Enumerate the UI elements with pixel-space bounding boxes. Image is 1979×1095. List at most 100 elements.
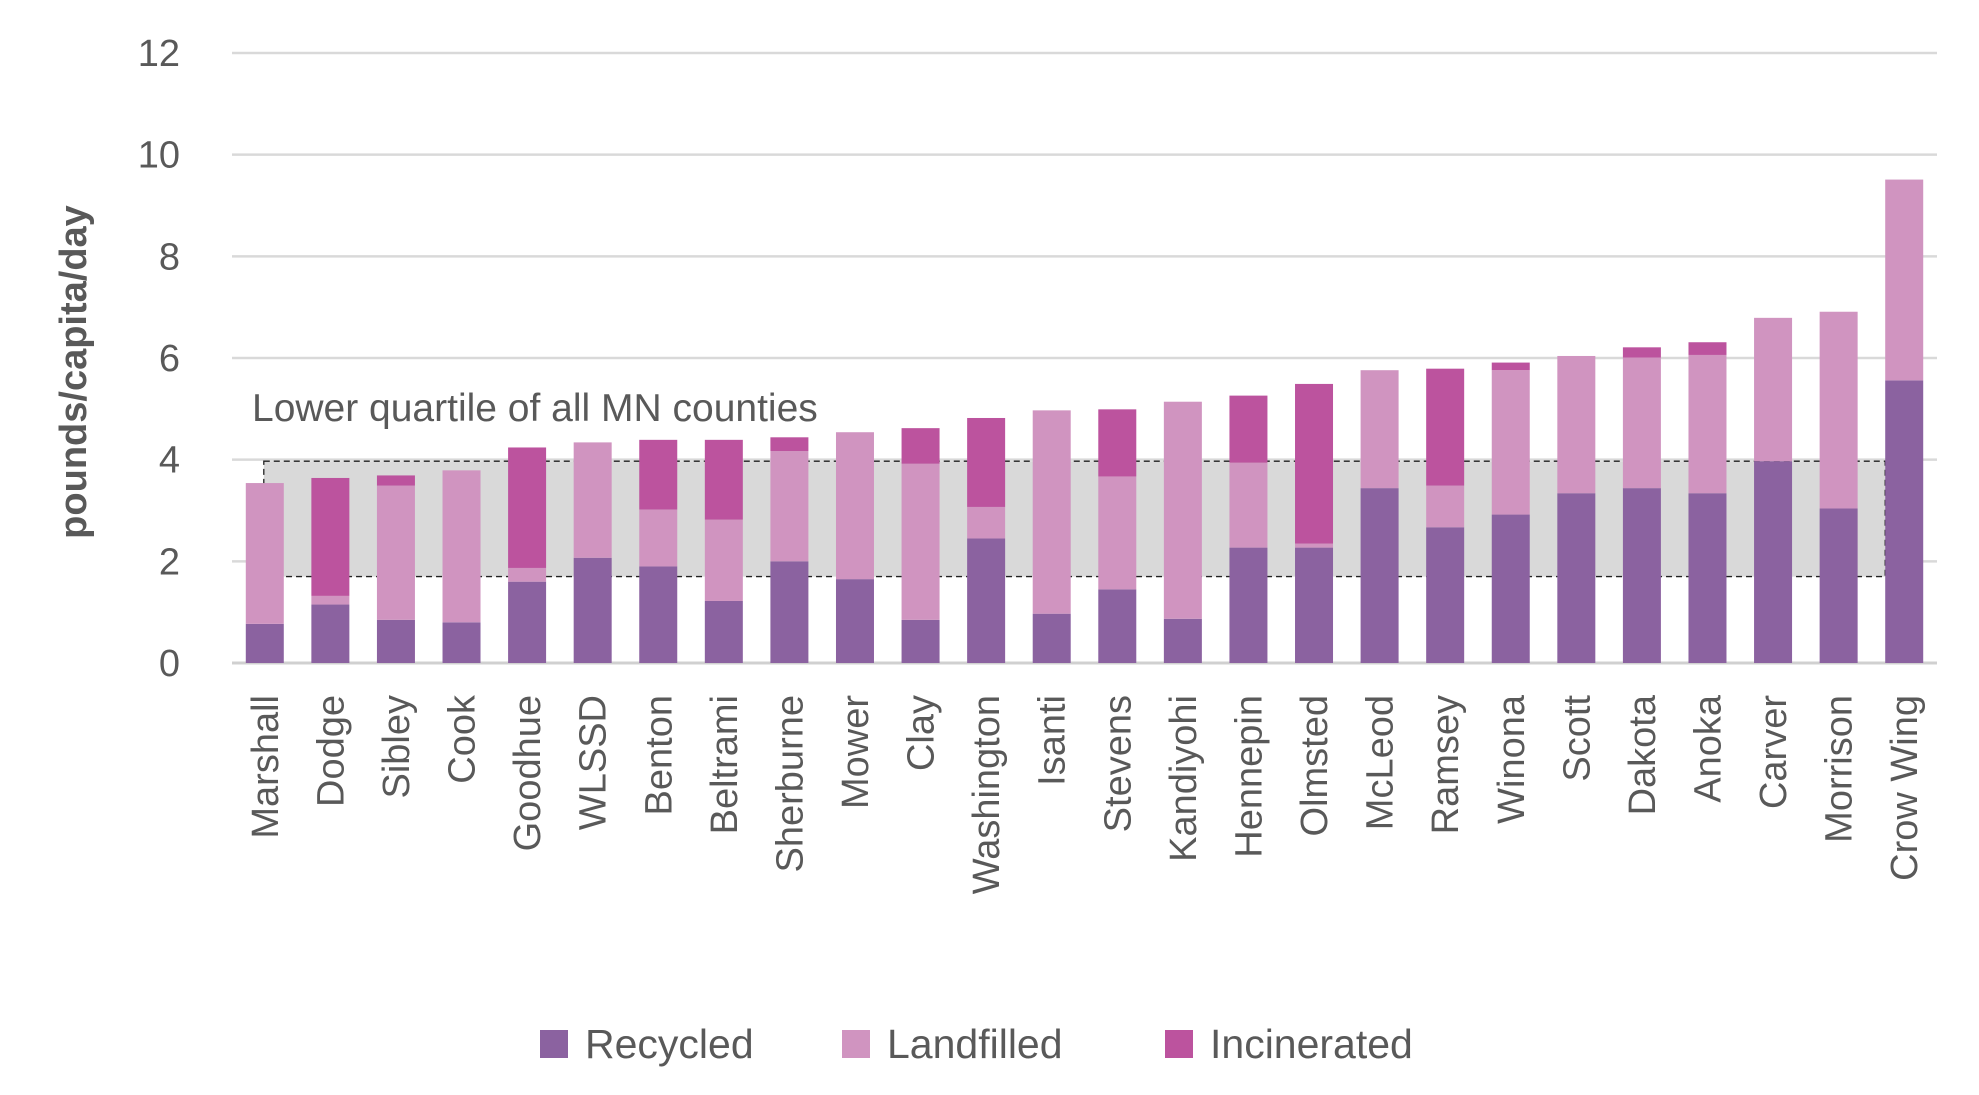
- bar-landfilled-marshall: [245, 483, 284, 624]
- bar-landfilled-isanti: [1032, 410, 1071, 614]
- bar-incinerated-washington: [967, 417, 1006, 507]
- bar-recycled-hennepin: [1229, 547, 1268, 663]
- x-tick-label: Carver: [1753, 695, 1795, 809]
- x-tick-label: Mower: [835, 695, 877, 809]
- bar-incinerated-dodge: [311, 477, 350, 596]
- x-tick-label: Dakota: [1622, 694, 1664, 815]
- y-tick-labels: 0 2 4 6 8 10 12: [138, 33, 180, 685]
- y-tick-label: 6: [159, 338, 180, 380]
- bar-landfilled-kandiyohi: [1163, 401, 1202, 619]
- bar-landfilled-winona: [1491, 370, 1530, 515]
- bar-incinerated-anoka: [1688, 342, 1727, 355]
- x-tick-label: Kandiyohi: [1163, 695, 1205, 862]
- bar-incinerated-benton: [639, 439, 678, 510]
- bar-recycled-carver: [1754, 461, 1793, 663]
- bar-incinerated-winona: [1491, 362, 1530, 371]
- bar-recycled-mcleod: [1360, 488, 1399, 663]
- bar-recycled-winona: [1491, 514, 1530, 663]
- x-tick-label: Clay: [901, 695, 943, 771]
- x-tick-label: Morrison: [1819, 695, 1861, 843]
- x-tick-label: Crow Wing: [1884, 695, 1926, 881]
- x-tick-label: McLeod: [1360, 695, 1402, 830]
- x-tick-label: Washington: [966, 695, 1008, 894]
- x-tick-label: Stevens: [1097, 695, 1139, 832]
- bar-recycled-dodge: [311, 604, 350, 663]
- bar-recycled-wlssd: [573, 557, 612, 663]
- x-tick-label: Sherburne: [769, 695, 811, 872]
- bar-incinerated-sibley: [376, 475, 415, 486]
- y-tick-label: 2: [159, 541, 180, 583]
- bar-landfilled-goodhue: [508, 567, 547, 582]
- bar-recycled-marshall: [245, 623, 284, 663]
- bar-incinerated-beltrami: [704, 439, 743, 520]
- bar-recycled-crow-wing: [1885, 380, 1924, 663]
- bar-recycled-morrison: [1819, 508, 1858, 663]
- y-axis-title: pounds/capita/day: [53, 205, 95, 539]
- bar-landfilled-sherburne: [770, 451, 809, 562]
- bar-incinerated-hennepin: [1229, 395, 1268, 463]
- bars: [245, 179, 1924, 663]
- x-tick-label: Anoka: [1687, 694, 1729, 803]
- bar-incinerated-goodhue: [508, 447, 547, 568]
- x-tick-label: Sibley: [376, 695, 418, 799]
- bar-landfilled-cook: [442, 470, 481, 623]
- bar-landfilled-olmsted: [1295, 543, 1334, 548]
- lower-quartile-label: Lower quartile of all MN counties: [252, 387, 818, 430]
- bar-recycled-stevens: [1098, 589, 1137, 663]
- bar-recycled-mower: [835, 579, 874, 663]
- x-tick-label: Isanti: [1032, 695, 1074, 786]
- bar-landfilled-anoka: [1688, 354, 1727, 494]
- bar-incinerated-dakota: [1622, 347, 1661, 358]
- y-tick-label: 0: [159, 643, 180, 685]
- y-tick-label: 12: [138, 33, 180, 75]
- bar-landfilled-beltrami: [704, 519, 743, 601]
- x-tick-label: Winona: [1491, 694, 1533, 824]
- bar-landfilled-benton: [639, 509, 678, 567]
- bar-landfilled-morrison: [1819, 311, 1858, 509]
- y-tick-label: 4: [159, 440, 180, 482]
- bar-recycled-clay: [901, 619, 940, 663]
- bar-recycled-anoka: [1688, 493, 1727, 663]
- y-tick-label: 8: [159, 236, 180, 278]
- legend-label-recycled: Recycled: [585, 1021, 754, 1067]
- y-tick-label: 10: [138, 135, 180, 177]
- legend-label-incinerated: Incinerated: [1210, 1021, 1413, 1067]
- bar-recycled-cook: [442, 622, 481, 663]
- x-tick-label: Hennepin: [1228, 695, 1270, 858]
- bar-landfilled-wlssd: [573, 442, 612, 558]
- bar-landfilled-ramsey: [1426, 485, 1465, 528]
- x-tick-label: Olmsted: [1294, 695, 1336, 836]
- x-tick-label: Marshall: [245, 695, 287, 839]
- bar-incinerated-ramsey: [1426, 368, 1465, 486]
- bar-landfilled-washington: [967, 506, 1006, 539]
- bar-recycled-sherburne: [770, 561, 809, 663]
- bar-recycled-kandiyohi: [1163, 618, 1202, 663]
- bar-landfilled-dodge: [311, 595, 350, 605]
- bar-landfilled-mcleod: [1360, 370, 1399, 489]
- legend-swatch-landfilled: [842, 1030, 870, 1058]
- bar-recycled-sibley: [376, 619, 415, 663]
- bar-landfilled-stevens: [1098, 476, 1137, 590]
- bar-recycled-benton: [639, 566, 678, 663]
- bar-recycled-goodhue: [508, 581, 547, 663]
- bar-incinerated-sherburne: [770, 437, 809, 452]
- x-tick-label: Beltrami: [704, 695, 746, 834]
- bar-landfilled-carver: [1754, 317, 1793, 462]
- bar-landfilled-sibley: [376, 485, 415, 620]
- x-tick-label: Scott: [1556, 695, 1598, 782]
- bar-recycled-ramsey: [1426, 527, 1465, 663]
- bar-landfilled-crow-wing: [1885, 179, 1924, 381]
- legend-swatch-incinerated: [1165, 1030, 1193, 1058]
- bar-incinerated-stevens: [1098, 409, 1137, 477]
- legend-label-landfilled: Landfilled: [887, 1021, 1063, 1067]
- bar-recycled-isanti: [1032, 613, 1071, 663]
- x-tick-label: Dodge: [310, 695, 352, 807]
- x-tick-label: WLSSD: [573, 695, 615, 830]
- x-tick-label: Ramsey: [1425, 695, 1467, 834]
- bar-landfilled-mower: [835, 432, 874, 580]
- bar-recycled-scott: [1557, 493, 1596, 663]
- bar-landfilled-dakota: [1622, 357, 1661, 489]
- bar-landfilled-clay: [901, 463, 940, 620]
- x-tick-label: Goodhue: [507, 695, 549, 851]
